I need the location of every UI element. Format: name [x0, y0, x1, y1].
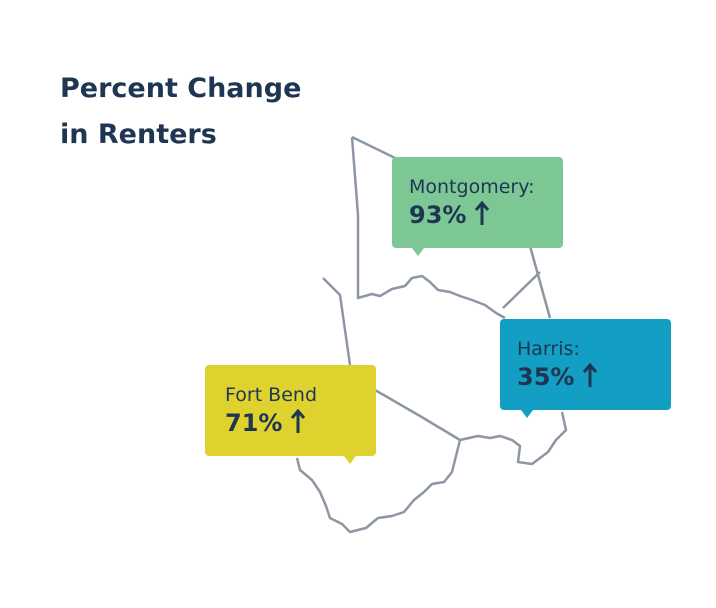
harris-outline [322, 277, 568, 466]
callout: Fort Bend 71% [205, 365, 376, 464]
callout: Montgomery: 93% [392, 157, 563, 256]
percent-value: 35% [517, 363, 575, 391]
pointer [412, 248, 424, 256]
up-arrow [474, 200, 489, 225]
pointer [344, 456, 356, 464]
up-arrow [582, 362, 597, 387]
pointer [521, 410, 533, 418]
county-name: Harris: [517, 338, 580, 360]
montgomery-outline [350, 135, 552, 320]
callout: Harris: 35% [500, 319, 671, 418]
percent-value: 71% [225, 409, 283, 437]
fort-bend-outline [295, 439, 462, 534]
up-arrow [290, 408, 305, 433]
county-name: Fort Bend [225, 384, 318, 406]
percent-value: 93% [409, 201, 467, 229]
title: Percent Change in Renters [60, 73, 302, 150]
county-name: Montgomery: [409, 176, 535, 198]
